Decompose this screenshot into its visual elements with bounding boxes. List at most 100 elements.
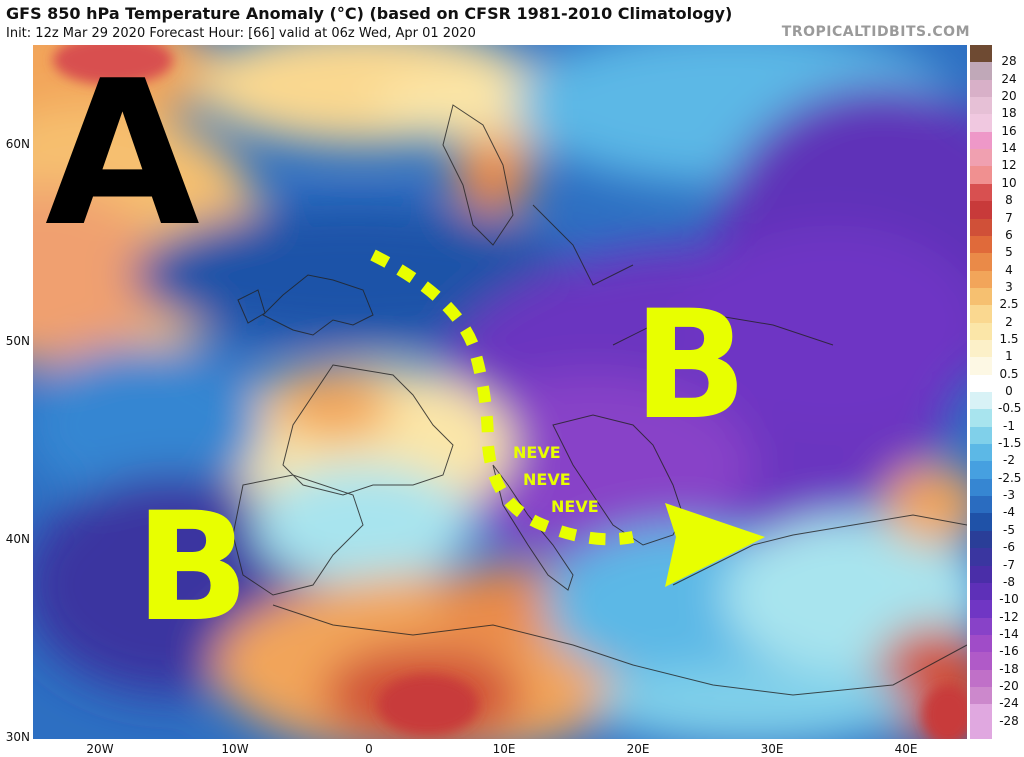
colorbar-swatch	[970, 426, 992, 445]
colorbar-label: -1.5	[998, 436, 1022, 451]
colorbar-swatch	[970, 565, 992, 584]
snow-label-2: NEVE	[523, 470, 571, 489]
colorbar-swatch	[970, 201, 992, 219]
colorbar-label: 5	[1005, 245, 1013, 260]
lat-label-30n: 30N	[5, 730, 30, 744]
colorbar-swatch	[970, 582, 992, 601]
colorbar-label: 7	[1005, 210, 1013, 225]
lon-label-10w: 10W	[221, 742, 249, 756]
colorbar-label: 20	[1001, 89, 1017, 104]
colorbar-swatch	[970, 478, 992, 497]
lon-label-10e: 10E	[492, 742, 516, 756]
colorbar-swatch	[970, 357, 992, 376]
colorbar-swatch	[970, 97, 992, 115]
lon-label-20e: 20E	[626, 742, 650, 756]
colorbar-label: -6	[1003, 540, 1015, 555]
colorbar-label: 18	[1001, 106, 1017, 121]
colorbar-swatch	[970, 392, 992, 410]
colorbar-swatch	[970, 218, 992, 237]
colorbar-swatch	[970, 287, 992, 306]
low-pressure-label-west: B	[135, 481, 250, 655]
colorbar-label: 6	[1005, 227, 1013, 242]
colorbar-swatch	[970, 496, 992, 514]
colorbar-label: -12	[999, 609, 1019, 624]
low-pressure-label-east: B	[633, 279, 748, 453]
colorbar-label: -18	[999, 661, 1019, 676]
colorbar-swatch	[970, 669, 992, 688]
colorbar-label: 4	[1005, 262, 1013, 277]
colorbar-swatch	[970, 513, 992, 532]
colorbar-label: -2	[1003, 453, 1015, 468]
colorbar-label: 16	[1001, 123, 1017, 138]
colorbar-swatch	[970, 548, 992, 566]
colorbar-label: -14	[999, 626, 1019, 641]
colorbar-label: -8	[1003, 574, 1015, 589]
lat-label-60n: 60N	[5, 137, 30, 151]
colorbar-swatch	[970, 374, 992, 393]
colorbar-swatch	[970, 79, 992, 98]
colorbar-swatch	[970, 149, 992, 167]
colorbar-label: -2.5	[998, 470, 1022, 485]
colorbar-label: 10	[1001, 175, 1017, 190]
colorbar-label: 14	[1001, 141, 1017, 156]
colorbar-label: 0.5	[999, 366, 1019, 381]
colorbar-swatch	[970, 686, 992, 705]
colorbar-swatch	[970, 461, 992, 480]
colorbar-swatch	[970, 409, 992, 428]
lat-label-40n: 40N	[5, 532, 30, 546]
colorbar-swatch	[970, 62, 992, 81]
colorbar-label: 12	[1001, 158, 1017, 173]
cold-air-arrow-head	[665, 503, 765, 587]
lon-label-40e: 40E	[894, 742, 918, 756]
colorbar-label: 1.5	[999, 331, 1019, 346]
colorbar-label: 2.5	[999, 297, 1019, 312]
colorbar-swatch	[970, 721, 992, 740]
site-watermark: TROPICALTIDBITS.COM	[781, 24, 970, 40]
colorbar-label: 0	[1005, 384, 1013, 398]
colorbar-swatch	[970, 339, 992, 358]
anomaly-map: A B B NEVE NEVE NEVE	[33, 45, 967, 739]
cold-air-path	[370, 249, 765, 587]
colorbar-label: -28	[999, 713, 1019, 728]
high-pressure-label: A	[45, 45, 200, 271]
lon-label-0: 0	[365, 742, 373, 756]
lat-label-50n: 50N	[5, 334, 30, 348]
colorbar-label: 24	[1001, 71, 1017, 86]
colorbar-swatch	[970, 444, 992, 462]
colorbar-label: 1	[1005, 349, 1013, 364]
colorbar-swatch	[970, 131, 992, 150]
colorbar-swatch	[970, 114, 992, 133]
colorbar-swatch	[970, 166, 992, 185]
snow-label-1: NEVE	[513, 443, 561, 462]
colorbar-swatch	[970, 45, 992, 63]
colorbar-swatch	[970, 253, 992, 272]
colorbar-label: 28	[1001, 54, 1017, 69]
colorbar-swatch	[970, 183, 992, 202]
colorbar-label: -10	[999, 592, 1019, 607]
colorbar-label: -5	[1003, 522, 1015, 537]
lon-label-30e: 30E	[760, 742, 784, 756]
colorbar-label: -1	[1003, 418, 1015, 433]
colorbar-label: -20	[999, 678, 1019, 693]
colorbar-swatch	[970, 704, 992, 723]
anomaly-field	[33, 45, 967, 739]
colorbar-label: 2	[1005, 314, 1013, 329]
colorbar-label: -4	[1003, 505, 1015, 520]
colorbar-swatch	[970, 322, 992, 341]
colorbar-swatch	[970, 600, 992, 619]
snow-label-3: NEVE	[551, 497, 599, 516]
colorbar-label: -0.5	[998, 401, 1022, 416]
colorbar-swatch	[970, 530, 992, 549]
lon-label-20w: 20W	[86, 742, 114, 756]
colorbar-swatch	[970, 305, 992, 324]
cold-air-path-dots	[370, 249, 635, 546]
colorbar-label: -7	[1003, 557, 1015, 572]
forecast-info: Init: 12z Mar 29 2020 Forecast Hour: [66…	[6, 26, 476, 41]
colorbar-swatch	[970, 235, 992, 254]
colorbar-label: 8	[1005, 193, 1013, 208]
colorbar-swatch	[970, 634, 992, 653]
colorbar-swatch	[970, 270, 992, 289]
colorbar-swatch	[970, 652, 992, 671]
colorbar-swatch	[970, 617, 992, 636]
colorbar-label: -3	[1003, 488, 1015, 503]
